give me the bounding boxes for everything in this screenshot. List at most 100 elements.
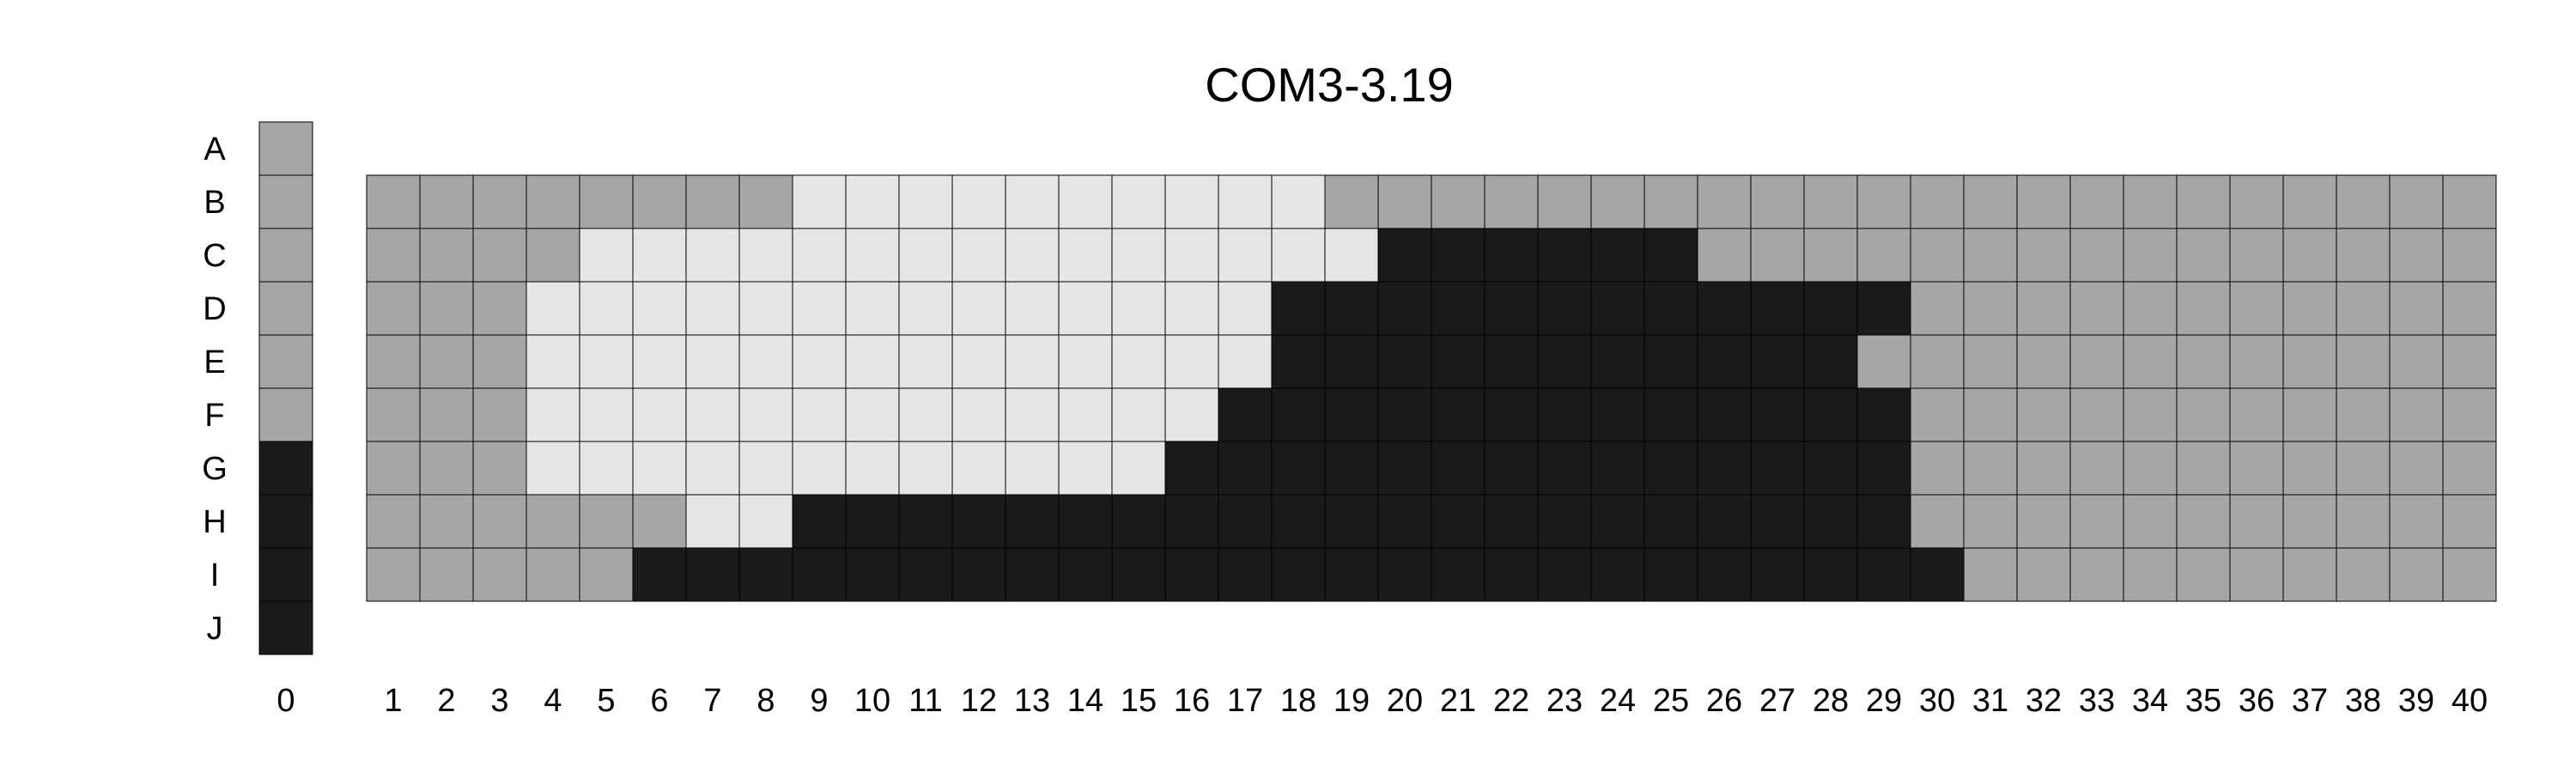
cell-d-14 <box>1058 281 1113 336</box>
cell-h-11 <box>898 494 953 549</box>
column-label-16: 16 <box>1174 683 1210 719</box>
cell-g-27 <box>1750 441 1805 496</box>
column-label-36: 36 <box>2239 683 2275 719</box>
cell-g-0 <box>258 441 313 496</box>
column-label-3: 3 <box>490 683 508 719</box>
cell-f-22 <box>1484 387 1539 442</box>
cell-b-13 <box>1005 174 1060 229</box>
cell-c-8 <box>738 228 793 283</box>
cell-f-38 <box>2336 387 2391 442</box>
cell-f-26 <box>1697 387 1752 442</box>
row-label-j: J <box>207 611 223 647</box>
column-label-11: 11 <box>908 683 942 719</box>
column-label-6: 6 <box>650 683 668 719</box>
cell-a-0 <box>258 121 313 176</box>
cell-g-24 <box>1590 441 1645 496</box>
cell-g-16 <box>1164 441 1219 496</box>
cell-h-17 <box>1218 494 1273 549</box>
cell-c-34 <box>2123 228 2178 283</box>
cell-f-6 <box>632 387 687 442</box>
cell-c-32 <box>2016 228 2071 283</box>
row-label-h: H <box>203 504 226 540</box>
cell-c-2 <box>419 228 474 283</box>
cell-c-29 <box>1856 228 1911 283</box>
cell-e-8 <box>738 334 793 389</box>
cell-e-39 <box>2389 334 2444 389</box>
cell-d-12 <box>951 281 1006 336</box>
cell-f-15 <box>1111 387 1166 442</box>
column-label-33: 33 <box>2079 683 2115 719</box>
cell-g-2 <box>419 441 474 496</box>
column-label-12: 12 <box>961 683 997 719</box>
cell-f-33 <box>2069 387 2124 442</box>
cell-i-26 <box>1697 547 1752 602</box>
cell-i-19 <box>1324 547 1379 602</box>
cell-i-24 <box>1590 547 1645 602</box>
cell-e-22 <box>1484 334 1539 389</box>
cell-c-27 <box>1750 228 1805 283</box>
cell-d-21 <box>1431 281 1485 336</box>
cell-f-39 <box>2389 387 2444 442</box>
cell-d-18 <box>1271 281 1326 336</box>
row-label-d: D <box>203 291 226 327</box>
column-label-1: 1 <box>384 683 402 719</box>
cell-f-20 <box>1377 387 1432 442</box>
cell-d-40 <box>2442 281 2497 336</box>
cell-d-27 <box>1750 281 1805 336</box>
cell-f-32 <box>2016 387 2071 442</box>
cell-i-18 <box>1271 547 1326 602</box>
cell-e-29 <box>1856 334 1911 389</box>
cell-d-39 <box>2389 281 2444 336</box>
cell-b-4 <box>526 174 580 229</box>
cell-h-31 <box>1963 494 2018 549</box>
cell-c-13 <box>1005 228 1060 283</box>
cell-f-19 <box>1324 387 1379 442</box>
cell-e-2 <box>419 334 474 389</box>
cell-h-22 <box>1484 494 1539 549</box>
cell-g-31 <box>1963 441 2018 496</box>
cell-i-21 <box>1431 547 1485 602</box>
cell-i-0 <box>258 547 313 602</box>
cell-c-36 <box>2229 228 2284 283</box>
cell-b-20 <box>1377 174 1432 229</box>
cell-d-16 <box>1164 281 1219 336</box>
cell-d-7 <box>685 281 740 336</box>
column-label-34: 34 <box>2132 683 2168 719</box>
grid-cells <box>366 174 2497 602</box>
column-label-5: 5 <box>597 683 615 719</box>
cell-f-9 <box>792 387 847 442</box>
cell-c-39 <box>2389 228 2444 283</box>
cell-i-22 <box>1484 547 1539 602</box>
cell-e-32 <box>2016 334 2071 389</box>
cell-c-1 <box>366 228 421 283</box>
cell-i-25 <box>1643 547 1698 602</box>
cell-e-34 <box>2123 334 2178 389</box>
cell-c-20 <box>1377 228 1432 283</box>
cell-g-21 <box>1431 441 1485 496</box>
column-label-18: 18 <box>1280 683 1316 719</box>
cell-i-30 <box>1910 547 1965 602</box>
cell-h-1 <box>366 494 421 549</box>
cell-f-14 <box>1058 387 1113 442</box>
cell-f-28 <box>1803 387 1858 442</box>
cell-b-10 <box>845 174 900 229</box>
column-label-23: 23 <box>1546 683 1583 719</box>
cell-i-11 <box>898 547 953 602</box>
cell-f-4 <box>526 387 580 442</box>
row-label-c: C <box>203 238 226 274</box>
cell-h-21 <box>1431 494 1485 549</box>
cell-c-9 <box>792 228 847 283</box>
cell-g-23 <box>1537 441 1592 496</box>
cell-g-38 <box>2336 441 2391 496</box>
cell-h-30 <box>1910 494 1965 549</box>
cell-c-11 <box>898 228 953 283</box>
cell-b-23 <box>1537 174 1592 229</box>
cell-b-24 <box>1590 174 1645 229</box>
cell-c-33 <box>2069 228 2124 283</box>
column-label-4: 4 <box>544 683 562 719</box>
row-label-f: F <box>204 398 224 434</box>
cell-i-3 <box>472 547 527 602</box>
column-label-32: 32 <box>2026 683 2062 719</box>
cell-d-34 <box>2123 281 2178 336</box>
